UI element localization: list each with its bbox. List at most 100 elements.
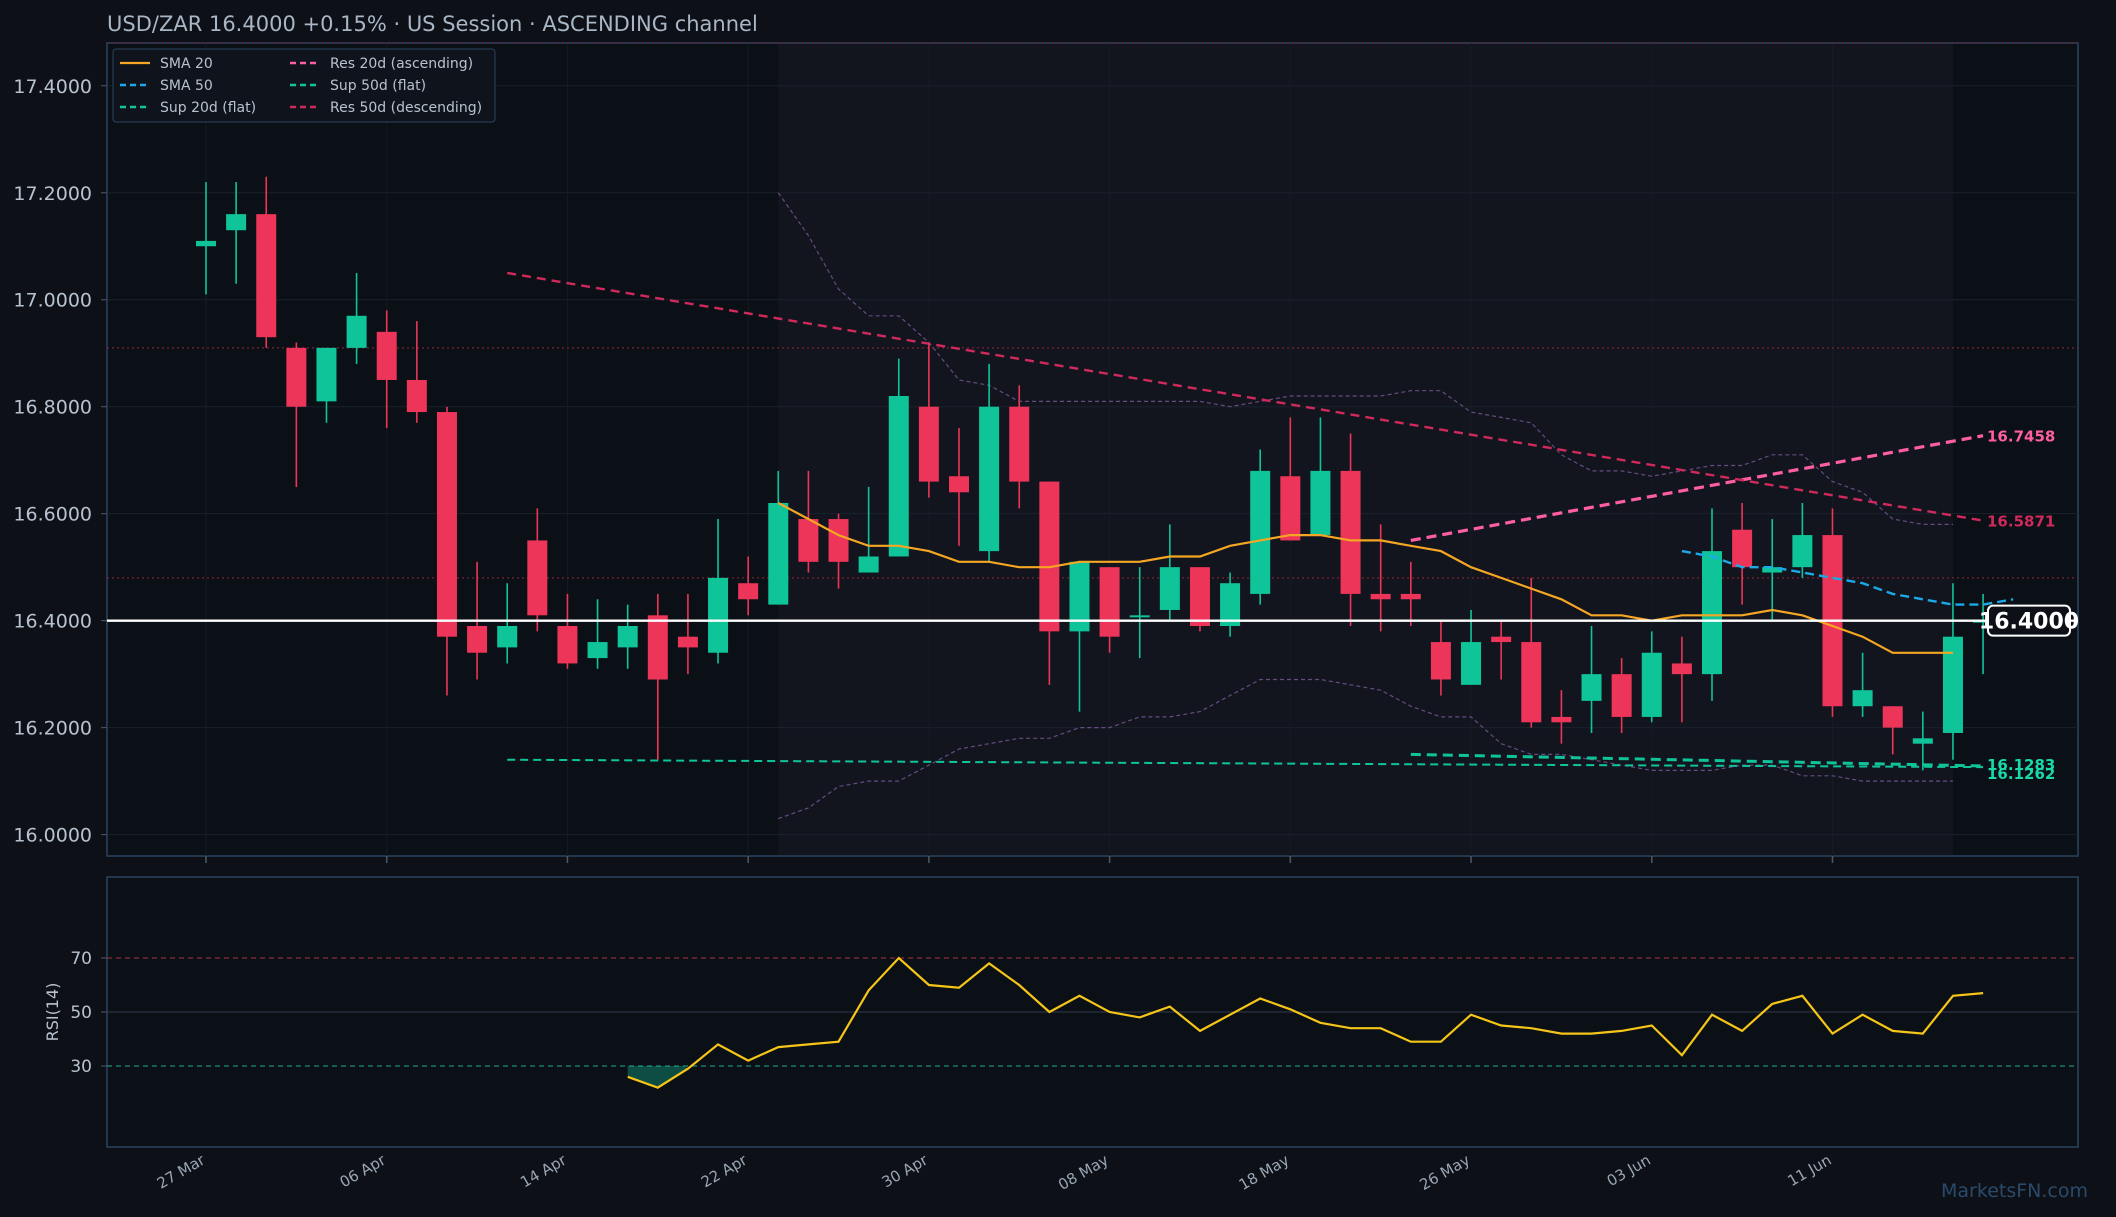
candle-body — [708, 577, 729, 653]
x-tick-label: 14 Apr — [517, 1150, 570, 1191]
candle-body — [376, 331, 397, 380]
rsi-tick-label: 70 — [70, 949, 92, 969]
candle-body — [1942, 636, 1963, 733]
legend-label: SMA 50 — [160, 78, 213, 94]
candle-body — [1340, 470, 1361, 594]
rsi-panel: 30 50 70 RSI(14) — [43, 876, 2079, 1148]
legend-label: SMA 20 — [160, 56, 213, 72]
x-tick-label: 03 Jun — [1604, 1151, 1654, 1190]
watermark: MarketsFN.com — [1941, 1180, 2088, 1202]
band-upper-line — [777, 192, 1953, 526]
price-tag: 16.4000 — [1979, 610, 2079, 635]
candle-body — [858, 556, 879, 573]
x-tick-label: 22 Apr — [698, 1150, 751, 1191]
x-tick-label: 06 Apr — [337, 1150, 390, 1191]
x-tick-label: 27 Mar — [154, 1150, 209, 1192]
trend-line-end-label: 16.7458 — [1987, 428, 2055, 446]
candle-body — [1912, 738, 1933, 744]
sma50-line — [1681, 549, 2014, 606]
candle-body — [1702, 551, 1722, 675]
candle-body — [1551, 716, 1572, 723]
candle-body — [406, 379, 427, 413]
y-tick-label: 16.8000 — [13, 397, 92, 419]
candle-body — [1220, 583, 1241, 627]
candle-body — [1521, 642, 1542, 723]
candle-body — [1069, 561, 1090, 632]
y-tick-label: 16.0000 — [13, 825, 92, 847]
candle-body — [1009, 406, 1030, 482]
y-tick-label: 17.4000 — [13, 76, 92, 98]
legend-label: Res 20d (ascending) — [330, 56, 473, 72]
candle-body — [979, 406, 1000, 552]
candle-body — [226, 214, 247, 231]
candle-body — [677, 636, 698, 648]
y-tick-label: 17.2000 — [13, 183, 92, 205]
y-tick-label: 16.4000 — [13, 611, 92, 633]
price-panel: 16.0000 16.2000 16.4000 16.6000 16.8000 17.00… — [13, 42, 2079, 1194]
trend-line-end-label: 16.5871 — [1987, 513, 2055, 531]
candle-body — [196, 240, 216, 247]
candle-body — [1039, 481, 1060, 632]
candle-body — [256, 214, 277, 338]
trend-line-end-label: 16.1283 — [1987, 756, 2055, 774]
candle-body — [1852, 690, 1873, 707]
candle-body — [1189, 567, 1210, 627]
candle-body — [1370, 593, 1391, 600]
rsi-line — [627, 956, 1984, 1089]
candle-body — [497, 626, 518, 648]
candles — [196, 176, 1994, 771]
candle-body — [617, 626, 638, 648]
y-tick-label: 17.0000 — [13, 290, 92, 312]
legend-label: Sup 50d (flat) — [330, 78, 426, 94]
candle-body — [1461, 642, 1482, 685]
x-tick-label: 11 Jun — [1785, 1151, 1835, 1190]
sma20-line — [777, 502, 1953, 654]
candle-body — [1250, 470, 1271, 594]
candle-body — [1671, 663, 1692, 675]
candle-body — [828, 519, 849, 562]
trend-line-end-label: 16.1262 — [1987, 765, 2055, 783]
trend-line-0 — [1410, 434, 1984, 543]
trend-line-1 — [507, 271, 1984, 522]
y-tick-label: 16.6000 — [13, 504, 92, 526]
candle-body — [647, 615, 668, 680]
rsi-axis-label: RSI(14) — [43, 983, 62, 1042]
candle-body — [346, 315, 367, 348]
candle-body — [888, 396, 909, 557]
candle-body — [286, 347, 307, 407]
candle-body — [1611, 674, 1632, 717]
legend-label: Res 50d (descending) — [330, 100, 482, 116]
candle-body — [1430, 642, 1451, 680]
candle-body — [1099, 567, 1120, 637]
candle-body — [527, 540, 548, 616]
candle-body — [436, 412, 457, 637]
candle-body — [1762, 567, 1783, 573]
candle-body — [918, 406, 939, 482]
candle-body — [1400, 593, 1421, 600]
x-tick-label: 30 Apr — [879, 1150, 932, 1191]
price-tag-box — [1987, 604, 2071, 637]
y-tick-label: 16.2000 — [13, 718, 92, 740]
legend-label: Sup 20d (flat) — [160, 100, 256, 116]
candle-body — [1491, 636, 1512, 643]
candle-body — [1310, 470, 1331, 536]
candle-body — [1732, 529, 1753, 568]
trend-line-3 — [507, 758, 1984, 769]
candle-body — [1280, 476, 1301, 541]
candle-body — [738, 583, 759, 600]
rsi-tick-label: 50 — [70, 1003, 92, 1023]
channel-background — [778, 44, 1953, 855]
candle-body — [1159, 567, 1180, 610]
candle-body — [798, 519, 819, 562]
candle-body — [1792, 535, 1813, 568]
candle-body — [587, 642, 608, 659]
candle-body — [1129, 615, 1150, 618]
candle-body — [1882, 706, 1903, 728]
x-tick-label: 26 May — [1417, 1151, 1474, 1194]
candle-body — [768, 502, 789, 605]
candle-body — [949, 476, 969, 493]
legend: SMA 20 SMA 50 Sup 20d (flat) Res 20d (ascen… — [112, 48, 496, 123]
candle-body — [557, 626, 578, 664]
